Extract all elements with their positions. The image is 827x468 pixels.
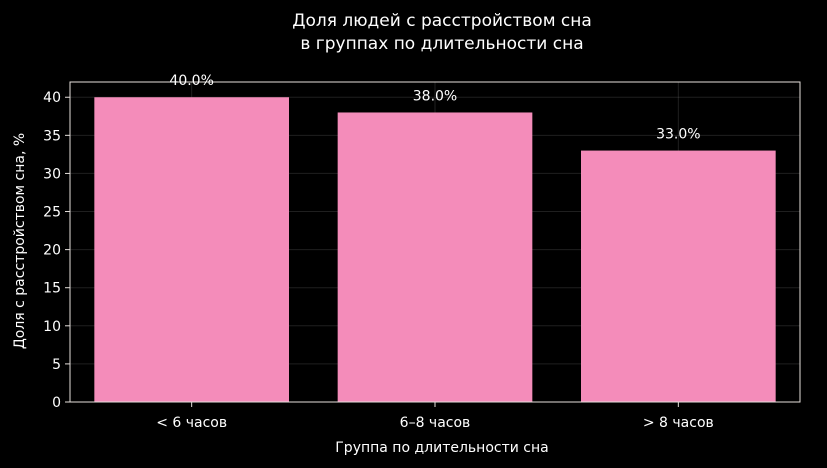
x-tick-label: 6–8 часов [400, 415, 471, 431]
data-label: 38.0% [413, 88, 457, 104]
x-axis: < 6 часов 6–8 часов > 8 часов [156, 402, 714, 431]
y-tick-label: 35 [43, 128, 61, 144]
y-axis-label: Доля с расстройством сна, % [12, 133, 28, 349]
y-tick-label: 0 [52, 395, 61, 411]
x-tick-label: > 8 часов [643, 415, 714, 431]
chart-title-line-1: Доля людей с расстройством сна [292, 11, 592, 31]
x-tick-label: < 6 часов [156, 415, 227, 431]
y-tick-label: 25 [43, 205, 61, 221]
bar [337, 112, 533, 402]
y-tick-label: 30 [43, 166, 61, 182]
data-label: 33.0% [656, 127, 700, 143]
y-tick-label: 20 [43, 243, 61, 259]
data-labels: 40.0% 38.0% 33.0% [169, 73, 700, 142]
chart-title-line-2: в группах по длительности сна [300, 34, 583, 54]
bar [94, 97, 289, 402]
y-tick-label: 40 [43, 90, 61, 106]
data-label: 40.0% [169, 73, 213, 89]
x-axis-label: Группа по длительности сна [335, 440, 548, 456]
y-tick-label: 15 [43, 281, 61, 297]
y-tick-label: 10 [43, 319, 61, 335]
bar [581, 150, 776, 402]
y-axis: 0 5 10 15 20 25 30 35 40 [43, 90, 70, 411]
bars [94, 97, 776, 402]
chart-title: Доля людей с расстройством сна в группах… [292, 11, 592, 54]
y-tick-label: 5 [52, 357, 61, 373]
